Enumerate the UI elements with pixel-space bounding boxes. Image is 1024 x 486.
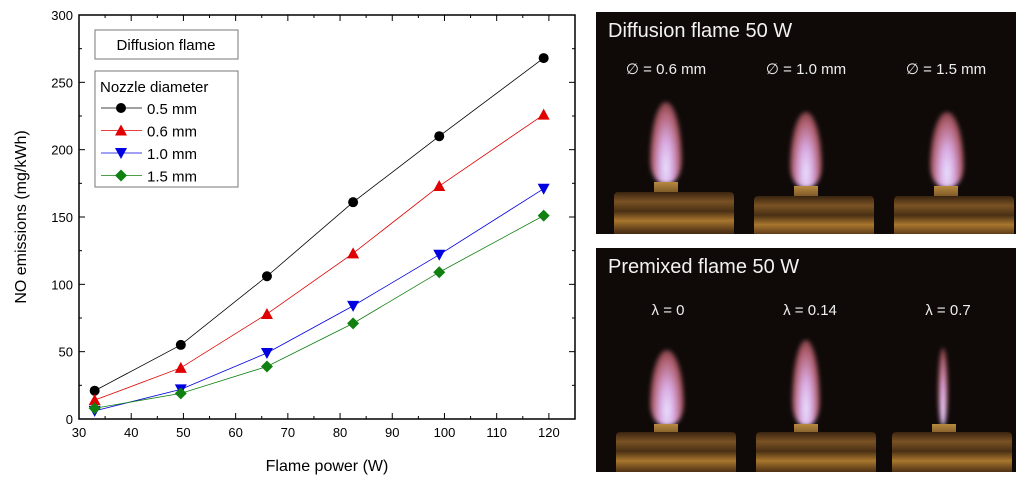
burner-image	[892, 432, 1012, 472]
burner-image	[616, 432, 736, 472]
burner-image	[754, 196, 874, 234]
x-tick-label: 70	[281, 425, 295, 440]
data-point	[433, 180, 446, 192]
data-point	[89, 385, 100, 396]
legend-marker	[115, 169, 127, 182]
data-point	[538, 53, 549, 64]
data-point	[537, 183, 550, 195]
data-point	[433, 266, 446, 279]
data-point	[174, 361, 187, 373]
data-point	[537, 209, 550, 222]
y-tick-label: 200	[51, 143, 73, 158]
y-tick-label: 150	[51, 210, 73, 225]
y-tick-label: 300	[51, 8, 73, 23]
diffusion-label-1: ∅ = 0.6 mm	[625, 61, 707, 78]
burner-image	[756, 432, 876, 472]
legend-marker	[116, 103, 126, 113]
premixed-label-1: λ = 0	[651, 302, 685, 319]
x-tick-label: 30	[72, 425, 86, 440]
flame-image	[790, 112, 822, 188]
y-axis-label: NO emissions (mg/kWh)	[13, 130, 30, 303]
diffusion-label-3: ∅ = 1.5 mm	[905, 61, 987, 78]
annotation-box	[94, 29, 239, 60]
series-line-1.5mm	[94, 215, 544, 409]
legend-title: Nozzle diameter	[100, 79, 208, 96]
data-point	[260, 307, 273, 319]
x-tick-label: 110	[486, 425, 507, 440]
burner-image	[894, 196, 1014, 234]
data-point	[261, 271, 272, 282]
x-tick-label: 50	[176, 425, 190, 440]
data-point	[347, 247, 360, 259]
data-point	[434, 131, 445, 142]
premixed-label-2: λ = 0.14	[783, 302, 837, 319]
data-point	[433, 249, 446, 261]
legend-label: 1.5 mm	[147, 169, 197, 186]
x-tick-label: 60	[228, 425, 242, 440]
data-point	[347, 300, 360, 312]
data-point	[348, 197, 359, 208]
no-emissions-chart: 30 40 50 60 70 80 90 100 110 120 0 50 100 150 200 250 30…	[13, 8, 576, 475]
diffusion-label-2: ∅ = 1.0 mm	[765, 61, 847, 78]
legend-label: 0.6 mm	[147, 124, 197, 141]
data-point	[174, 387, 187, 400]
x-tick-label: 80	[333, 425, 347, 440]
x-tick-label: 40	[124, 425, 138, 440]
diffusion-photo-title: Diffusion flame 50 W	[608, 20, 793, 42]
data-point	[88, 394, 101, 406]
x-tick-label: 100	[434, 425, 456, 440]
premixed-photo-title: Premixed flame 50 W	[608, 256, 800, 278]
y-tick-label: 250	[51, 75, 73, 90]
diffusion-flame-photo: Diffusion flame 50 W ∅ = 0.6 mm ∅ = 1.0 …	[596, 12, 1016, 234]
legend-label: 0.5 mm	[147, 101, 197, 118]
premixed-label-3: λ = 0.7	[925, 302, 971, 319]
legend-marker	[115, 124, 127, 136]
legend-label: 1.0 mm	[147, 146, 197, 163]
data-point	[347, 317, 360, 330]
legend-marker	[115, 148, 127, 159]
x-axis-label: Flame power (W)	[266, 458, 389, 475]
x-tick-label: 90	[385, 425, 399, 440]
annotation-text: Diffusion flame	[117, 37, 216, 54]
y-tick-label: 50	[59, 345, 73, 360]
series-line-1.0mm	[94, 188, 544, 412]
data-point	[175, 339, 186, 350]
x-tick-label: 120	[538, 425, 560, 440]
flame-image	[650, 350, 684, 426]
data-point	[260, 348, 273, 360]
flame-image	[650, 102, 682, 184]
data-point	[88, 402, 101, 415]
data-point	[260, 360, 273, 373]
flame-image	[938, 348, 948, 426]
flame-image	[930, 112, 964, 188]
premixed-flame-photo: Premixed flame 50 W λ = 0 λ = 0.14 λ = 0…	[596, 248, 1016, 472]
series-line-0.5mm	[94, 57, 544, 392]
data-point	[537, 108, 550, 120]
y-tick-label: 0	[66, 412, 73, 427]
series-line-0.6mm	[94, 114, 544, 401]
flame-image	[792, 340, 820, 426]
burner-image	[614, 192, 734, 234]
y-tick-label: 100	[51, 277, 73, 292]
